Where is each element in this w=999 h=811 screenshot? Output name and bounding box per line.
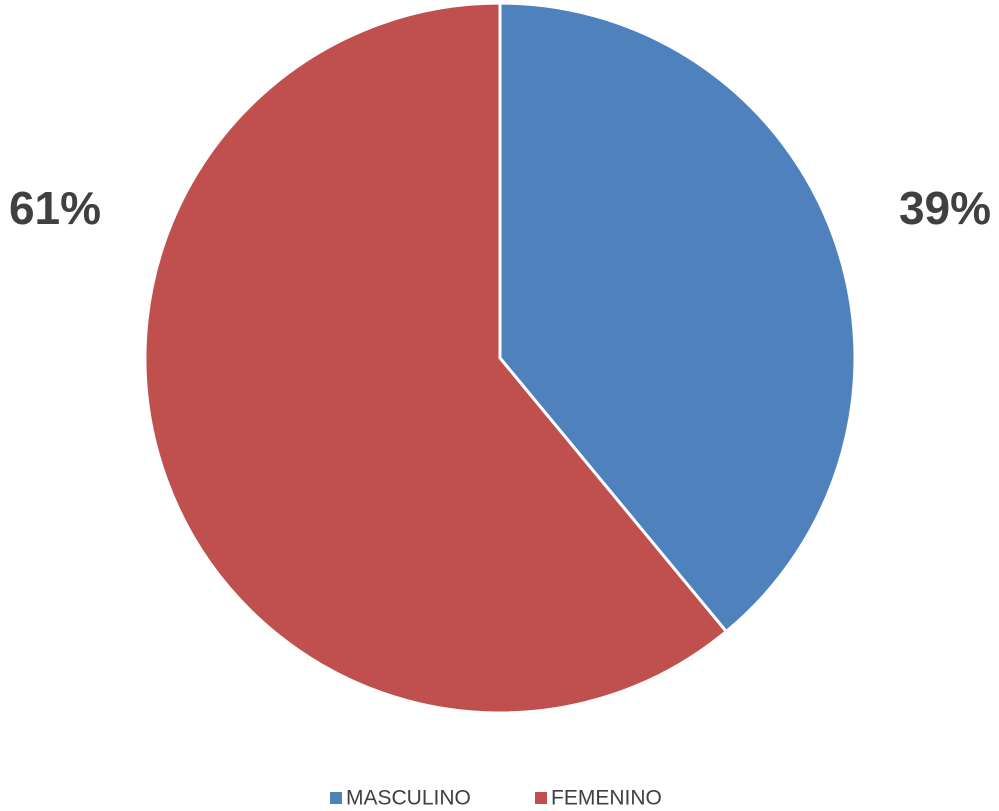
value-label: 61% (9, 182, 101, 234)
value-label: 39% (899, 182, 991, 234)
pie-slice (143, 1, 728, 715)
legend-label: FEMENINO (551, 787, 662, 810)
legend-label: MASCULINO (346, 787, 471, 810)
legend-swatch (535, 792, 547, 804)
pie-slice (498, 1, 857, 634)
legend-swatch (330, 792, 342, 804)
